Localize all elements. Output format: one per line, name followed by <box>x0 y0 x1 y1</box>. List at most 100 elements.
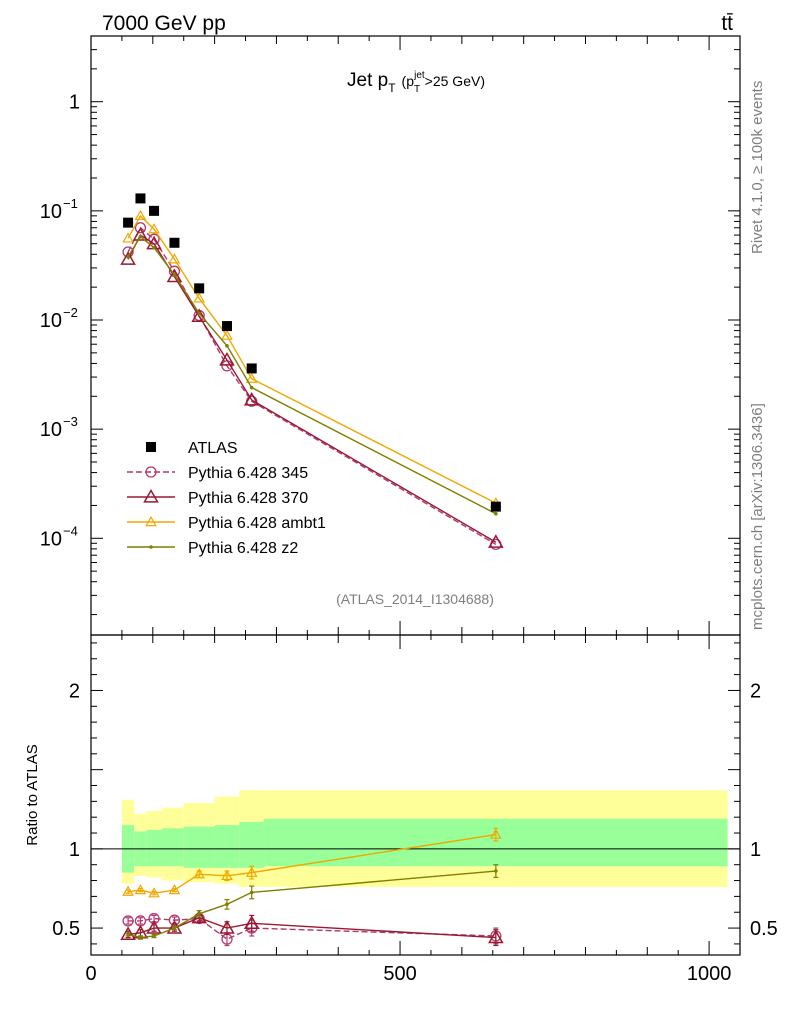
title-main-sub: T <box>388 81 396 95</box>
title-cut: (p <box>402 73 415 89</box>
legend-label-1: Pythia 6.428 370 <box>188 490 308 507</box>
series-0-ratio-point-2 <box>148 912 160 925</box>
series-1-ratio-point-6 <box>243 915 260 929</box>
series-3-main-point-3 <box>172 272 177 277</box>
title-cut-sub: T <box>414 84 420 95</box>
series-2-ratio-point-1 <box>134 884 147 895</box>
series-1-ratio-point-3 <box>166 920 183 934</box>
series-3-ratio-point-4 <box>197 912 201 916</box>
series-2-ratio-point-4 <box>193 868 206 879</box>
series-2-ratio-point-3 <box>168 884 181 895</box>
series-3-ratio-line <box>127 870 496 939</box>
series-3-ratio-point-2 <box>152 934 156 938</box>
y-tick-exp-main-1: −1 <box>63 196 78 211</box>
series-1-main-point-0 <box>120 251 136 265</box>
series-1-main-point-3 <box>166 268 183 283</box>
series-3-main-point-0 <box>126 254 130 259</box>
band-green-2 <box>146 829 163 867</box>
series-0-ratio-line <box>128 917 496 940</box>
series-2-main-line <box>127 214 497 504</box>
title-cut-sup: jet <box>413 70 425 81</box>
series-1-main-point-4 <box>191 308 207 322</box>
series-1-main-point-5 <box>219 351 235 366</box>
series-2-ratio-point-0 <box>122 885 134 896</box>
y-tick-label-main-1: 10 <box>40 201 62 223</box>
y-tick-label-ratio-left-2: 2 <box>69 680 80 702</box>
ratio-frame <box>90 634 741 956</box>
atlas-point-1 <box>135 193 146 204</box>
series-1-main-point-1 <box>132 227 149 241</box>
uncertainty-bands <box>121 790 728 887</box>
y-tick-label-ratio-right-1: 1 <box>750 839 761 861</box>
series-2-ratio-line <box>127 833 496 894</box>
legend-label-3: Pythia 6.428 z2 <box>188 540 298 557</box>
y-tick-label-ratio-left-0: 0.5 <box>52 918 80 940</box>
axes-frames <box>90 35 741 956</box>
atlas-point-6 <box>246 363 257 374</box>
series-2-main-point-6 <box>245 372 258 383</box>
ratio-axis-label: Ratio to ATLAS <box>24 744 41 845</box>
series-2-main-point-0 <box>122 232 134 243</box>
atlas-point-7 <box>490 501 501 512</box>
y-tick-label-ratio-right-2: 2 <box>750 680 761 702</box>
rivet-version-label: Rivet 4.1.0, ≥ 100k events <box>749 81 766 254</box>
atlas-point-0 <box>123 217 134 228</box>
atlas-point-4 <box>194 283 205 294</box>
atlas-point-3 <box>169 237 180 248</box>
series-3-main-point-7 <box>494 511 498 516</box>
legend-label-atlas: ATLAS <box>188 440 238 457</box>
series-3-main-line <box>127 235 497 515</box>
title-main: Jet p <box>347 70 388 91</box>
x-tick-label-0: 0 <box>85 963 96 985</box>
legend-marker-3 <box>149 545 153 549</box>
y-tick-label-main-2: 10 <box>40 310 62 332</box>
series-2-ratio-point-7 <box>490 828 502 839</box>
series-3-ratio-point-1 <box>138 935 143 940</box>
band-green-3 <box>162 828 184 867</box>
series-2-main-point-3 <box>168 253 181 264</box>
series-1-ratio-line <box>127 917 496 939</box>
series-0-main-point-1 <box>134 222 147 234</box>
plot-title: Jet pT (pTjet>25 GeV) <box>347 70 485 95</box>
band-green-6 <box>239 821 265 868</box>
series-3-main-point-4 <box>197 311 201 316</box>
series-3-ratio-point-3 <box>172 926 177 930</box>
legend-marker-2 <box>145 515 157 527</box>
series-1-ratio-point-0 <box>120 926 136 941</box>
series-1-main-point-6 <box>243 391 260 406</box>
series-3-ratio-point-0 <box>126 932 130 937</box>
series-3-main-point-6 <box>249 385 254 390</box>
legend-marker-0 <box>145 466 157 478</box>
series-2-ratio-point-5 <box>221 869 233 880</box>
series-3-ratio-point-6 <box>249 890 254 895</box>
series-2-ratio-point-2 <box>148 887 160 898</box>
series-3-main-point-2 <box>152 245 156 250</box>
series-2-main-point-2 <box>148 223 160 234</box>
x-tick-label-2: 1000 <box>687 963 732 985</box>
y-tick-label-ratio-left-1: 1 <box>69 839 80 861</box>
y-tick-exp-main-4: −4 <box>63 523 78 538</box>
series-1-ratio-point-5 <box>219 920 235 934</box>
atlas-point-2 <box>149 205 160 216</box>
band-green-5 <box>214 825 240 868</box>
series-2-main-point-1 <box>134 209 147 221</box>
series-1-main-point-7 <box>488 534 504 548</box>
series-3-ratio-point-7 <box>494 869 498 873</box>
series-1-ratio-point-4 <box>191 909 207 924</box>
series-lines <box>120 209 504 947</box>
series-2-main-point-4 <box>193 292 206 303</box>
band-green-7 <box>264 818 728 867</box>
legend-label-0: Pythia 6.428 345 <box>188 465 308 482</box>
y-tick-label-ratio-right-0: 0.5 <box>750 918 778 940</box>
y-tick-label-main-4: 10 <box>40 528 62 550</box>
series-3-main-point-1 <box>138 234 143 239</box>
process-label: tt̄ <box>721 12 733 35</box>
x-tick-label-1: 500 <box>383 963 416 985</box>
atlas-data-points <box>123 193 501 512</box>
y-tick-exp-main-2: −2 <box>63 305 78 320</box>
y-tick-exp-main-3: −3 <box>63 414 78 429</box>
band-green-4 <box>183 826 215 868</box>
series-1-ratio-point-2 <box>146 920 162 934</box>
